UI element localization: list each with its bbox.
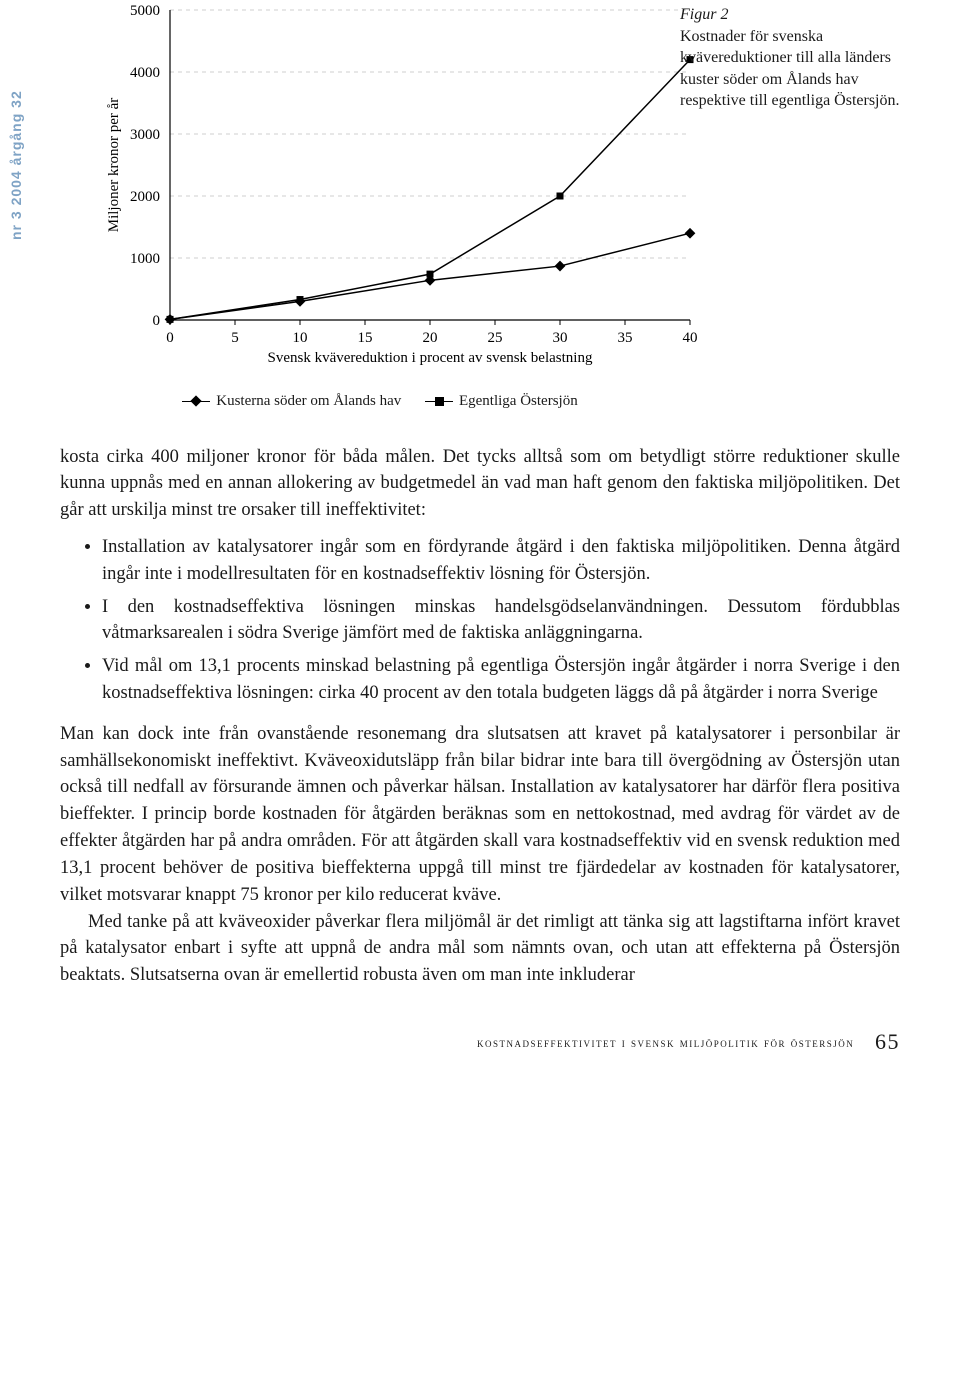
svg-text:40: 40 xyxy=(683,330,698,346)
page-footer: kostnadseffektivitet i svensk miljöpolit… xyxy=(60,1029,900,1055)
svg-text:5: 5 xyxy=(231,330,239,346)
svg-text:10: 10 xyxy=(293,330,308,346)
svg-text:25: 25 xyxy=(488,330,503,346)
issue-label: nr 3 2004 årgång 32 xyxy=(8,90,24,240)
legend-item-kusterna: Kusterna söder om Ålands hav xyxy=(182,393,401,410)
svg-text:5000: 5000 xyxy=(130,3,160,19)
figure-caption-text: Kostnader för svenska kvävereduktioner t… xyxy=(680,28,900,110)
svg-text:0: 0 xyxy=(153,313,161,329)
svg-text:1000: 1000 xyxy=(130,251,160,267)
paragraph: Med tanke på att kväveoxider påverkar fl… xyxy=(60,909,900,989)
svg-text:15: 15 xyxy=(358,330,373,346)
paragraph: Man kan dock inte från ovanstående reson… xyxy=(60,721,900,909)
paragraph: kosta cirka 400 miljoner kronor för båda… xyxy=(60,444,900,524)
figure-2-chart: 0510152025303540010002000300040005000Sve… xyxy=(100,0,660,414)
page-number: 65 xyxy=(875,1029,900,1054)
legend-label: Kusterna söder om Ålands hav xyxy=(216,393,401,410)
svg-text:3000: 3000 xyxy=(130,127,160,143)
svg-text:30: 30 xyxy=(553,330,568,346)
svg-text:35: 35 xyxy=(618,330,633,346)
figure-caption: Figur 2 Kostnader för svenska kvävereduk… xyxy=(680,4,900,112)
footer-title: kostnadseffektivitet i svensk miljöpolit… xyxy=(477,1035,854,1050)
svg-text:0: 0 xyxy=(166,330,174,346)
svg-text:20: 20 xyxy=(423,330,438,346)
svg-text:Miljoner kronor per år: Miljoner kronor per år xyxy=(106,98,122,233)
svg-text:4000: 4000 xyxy=(130,65,160,81)
bullet-item: Vid mål om 13,1 procents minskad belastn… xyxy=(102,653,900,707)
figure-number: Figur 2 xyxy=(680,6,728,23)
bullet-item: Installation av katalysatorer ingår som … xyxy=(102,534,900,588)
chart-legend: Kusterna söder om Ålands hav Egentliga Ö… xyxy=(100,393,660,414)
legend-label: Egentliga Östersjön xyxy=(459,393,578,410)
svg-text:Svensk kvävereduktion i procen: Svensk kvävereduktion i procent av svens… xyxy=(268,350,593,366)
legend-item-egentliga: Egentliga Östersjön xyxy=(425,393,578,410)
svg-text:2000: 2000 xyxy=(130,189,160,205)
bullet-item: I den kostnadseffektiva lösningen minska… xyxy=(102,594,900,648)
